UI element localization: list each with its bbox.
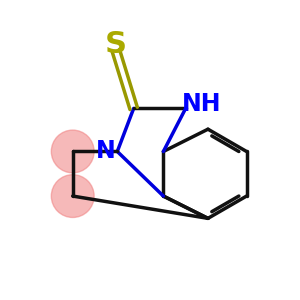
Circle shape (51, 130, 94, 173)
Text: N: N (95, 140, 115, 164)
Text: NH: NH (182, 92, 222, 116)
Circle shape (51, 175, 94, 218)
Text: S: S (105, 30, 127, 59)
